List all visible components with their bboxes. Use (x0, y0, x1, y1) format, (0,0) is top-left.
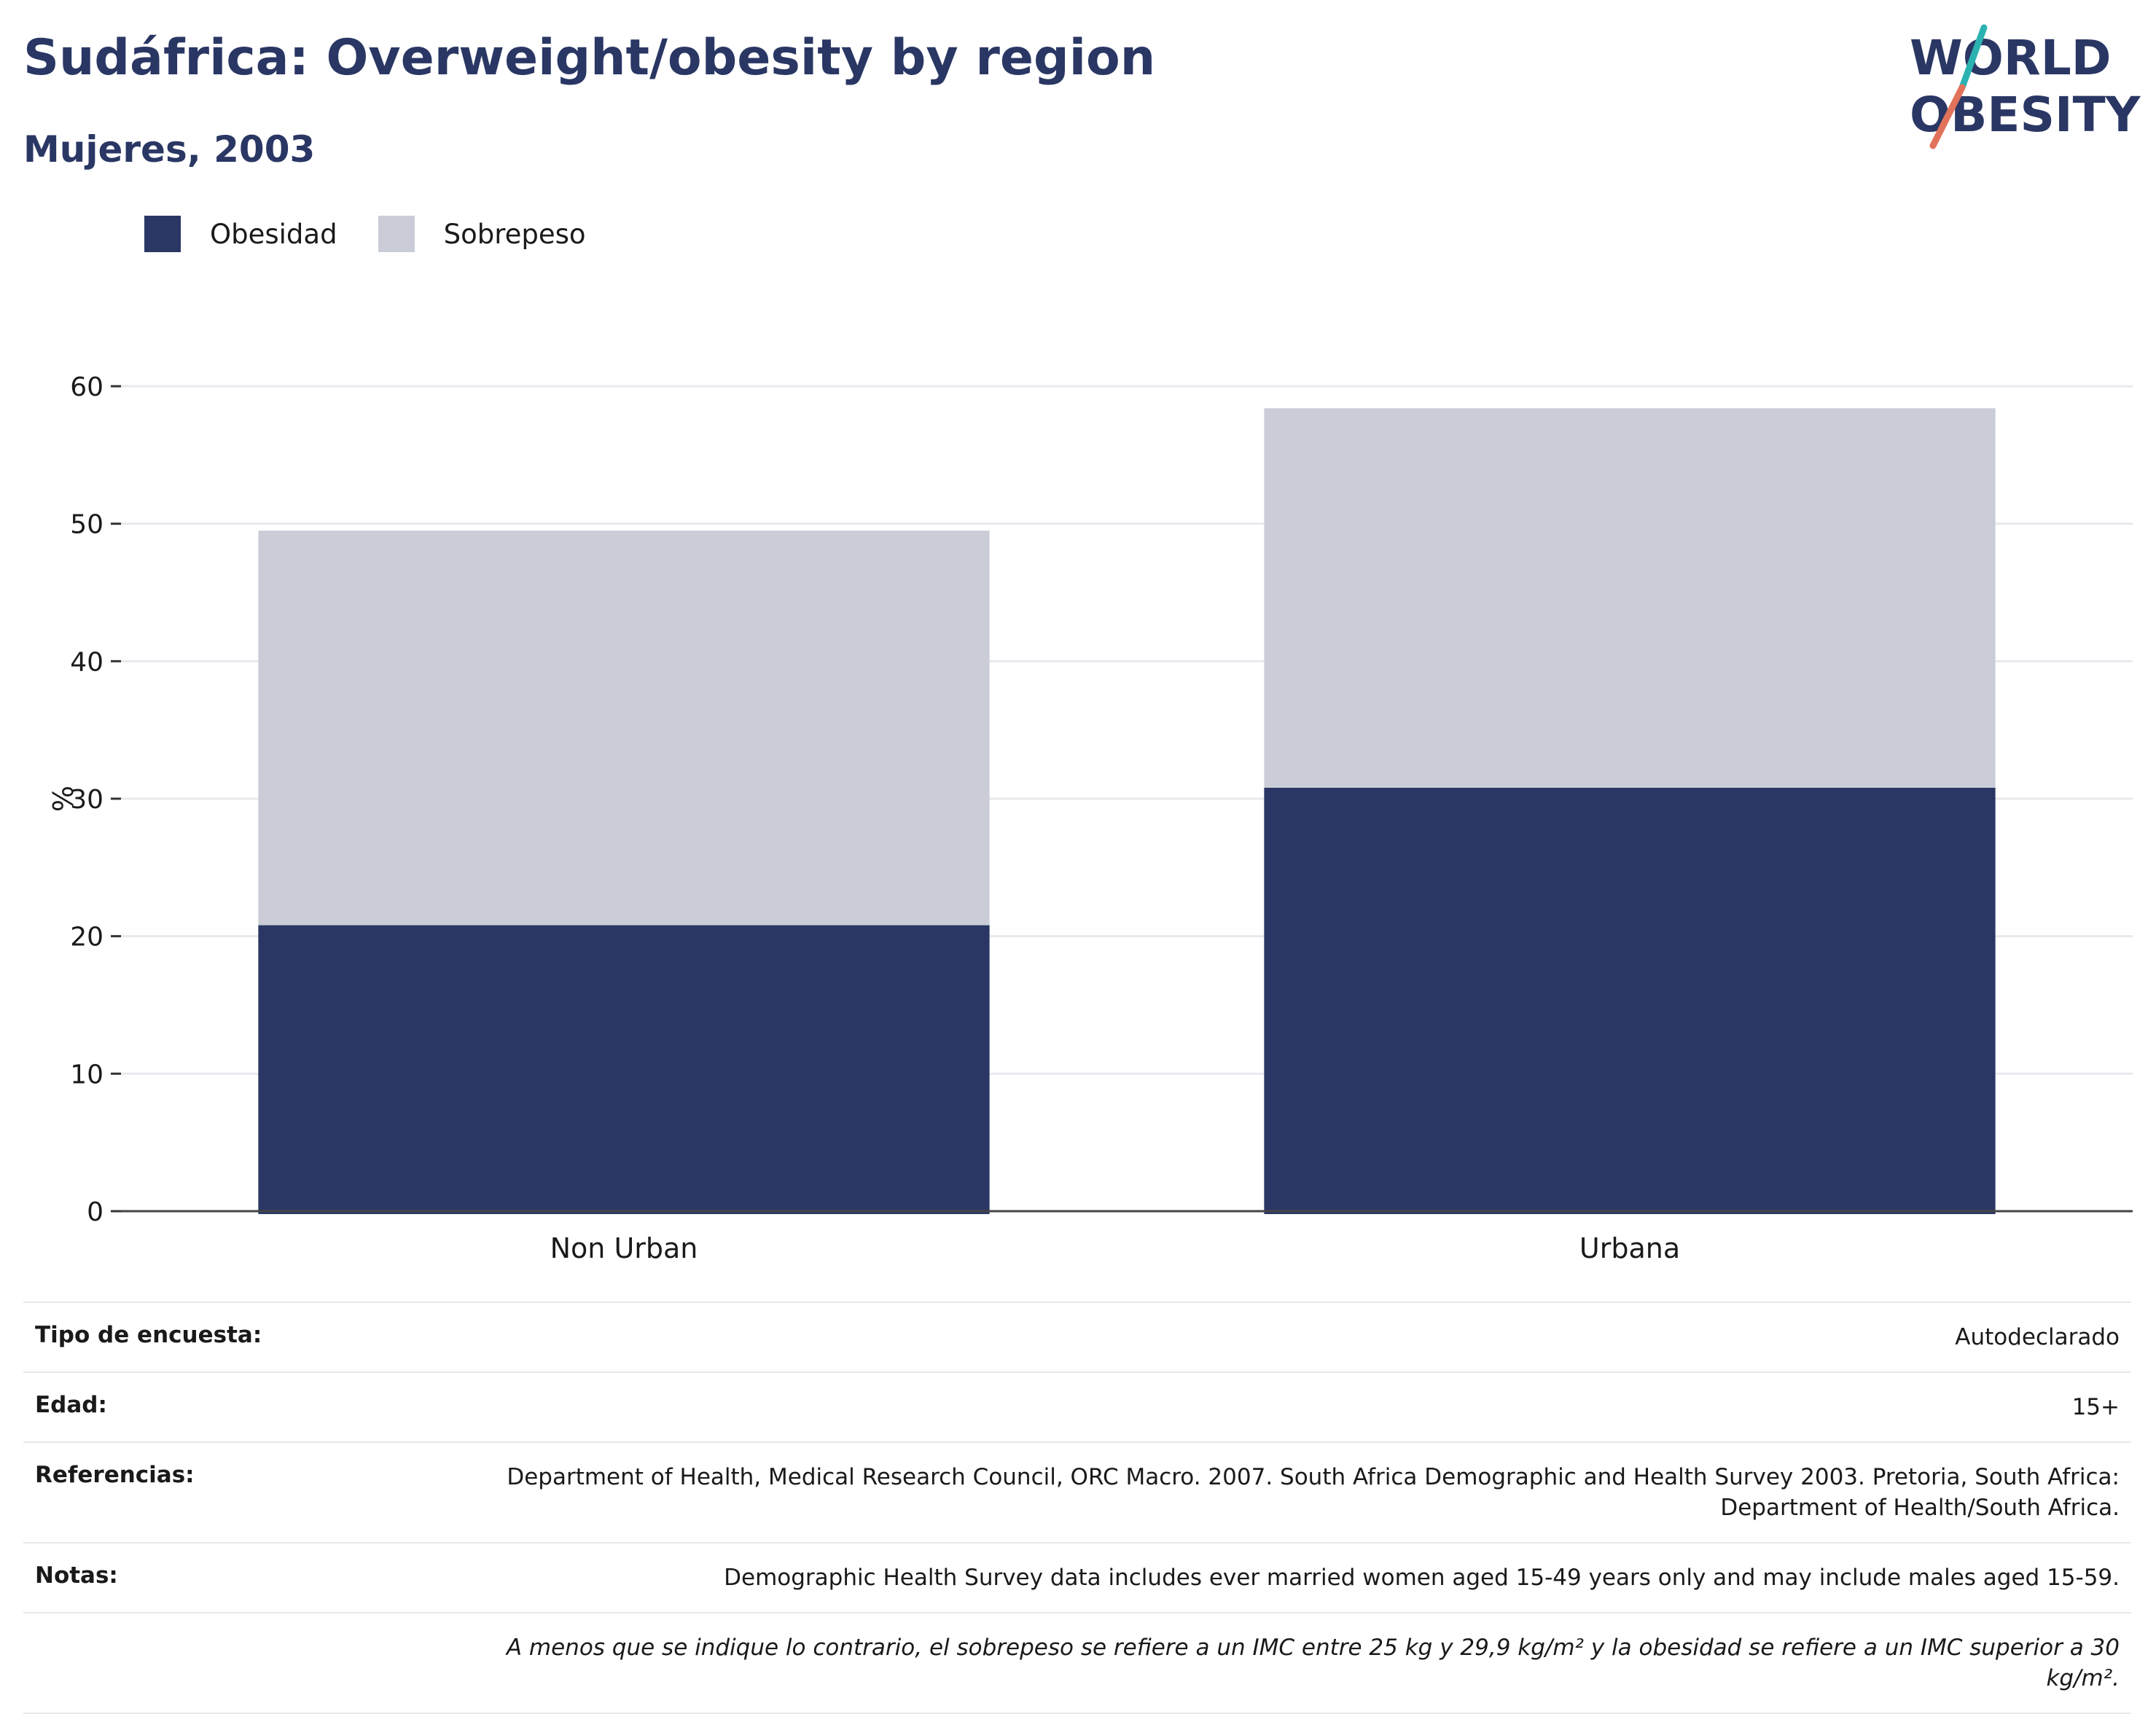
world-obesity-logo: WORLD OBESITY (1910, 24, 2141, 149)
legend-item-obesidad: Obesidad (144, 216, 337, 252)
meta-row-age: Edad: 15+ (23, 1371, 2131, 1441)
chart-legend: Obesidad Sobrepeso (144, 216, 627, 252)
legend-swatch-sobrepeso (378, 216, 415, 252)
survey-type-value: Autodeclarado (1955, 1324, 2120, 1350)
metadata-table: Tipo de encuesta: Autodeclarado Edad: 15… (23, 1302, 2131, 1714)
y-tick-label-60: 60 (70, 372, 103, 402)
meta-row-notes: Notas: Demographic Health Survey data in… (23, 1542, 2131, 1612)
y-tick-label-20: 20 (70, 923, 103, 952)
svg-text:OBESITY: OBESITY (1910, 87, 2141, 143)
y-tick-label-30: 30 (70, 785, 103, 815)
y-axis-label: % (46, 786, 78, 812)
bar-sobrepeso-1 (1264, 408, 1996, 788)
page-subtitle: Mujeres, 2003 (23, 128, 316, 171)
x-category-label-0: Non Urban (550, 1232, 698, 1264)
legend-label-sobrepeso: Sobrepeso (443, 218, 586, 250)
bar-obesidad-1 (1264, 787, 1996, 1214)
meta-row-survey: Tipo de encuesta: Autodeclarado (23, 1302, 2131, 1371)
notes-value: Demographic Health Survey data includes … (724, 1565, 2120, 1591)
legend-swatch-obesidad (144, 216, 181, 252)
y-tick-label-50: 50 (70, 510, 103, 540)
survey-type-label: Tipo de encuesta: (35, 1322, 262, 1348)
legend-item-sobrepeso: Sobrepeso (378, 216, 586, 252)
age-label: Edad: (35, 1392, 107, 1418)
y-tick-label-0: 0 (87, 1197, 103, 1227)
age-value: 15+ (2071, 1394, 2120, 1420)
bmi-disclaimer: A menos que se indique lo contrario, el … (506, 1635, 2120, 1691)
notes-label: Notas: (35, 1562, 118, 1589)
meta-row-references: Referencias: Department of Health, Medic… (23, 1441, 2131, 1542)
meta-row-disclaimer: A menos que se indique lo contrario, el … (23, 1612, 2131, 1714)
stacked-bar-chart: 0 10 20 30 40 50 60% Non Urban Urbana (46, 372, 2133, 1264)
page-title: Sudáfrica: Overweight/obesity by region (23, 29, 1156, 87)
y-tick-label-10: 10 (70, 1060, 103, 1089)
legend-label-obesidad: Obesidad (210, 218, 337, 250)
y-tick-label-40: 40 (70, 647, 103, 677)
bar-sobrepeso-0 (258, 531, 990, 926)
bar-obesidad-0 (258, 925, 990, 1214)
svg-text:WORLD: WORLD (1910, 30, 2112, 86)
x-category-label-1: Urbana (1579, 1232, 1680, 1264)
references-label: Referencias: (35, 1462, 195, 1488)
references-value: Department of Health, Medical Research C… (507, 1464, 2120, 1521)
